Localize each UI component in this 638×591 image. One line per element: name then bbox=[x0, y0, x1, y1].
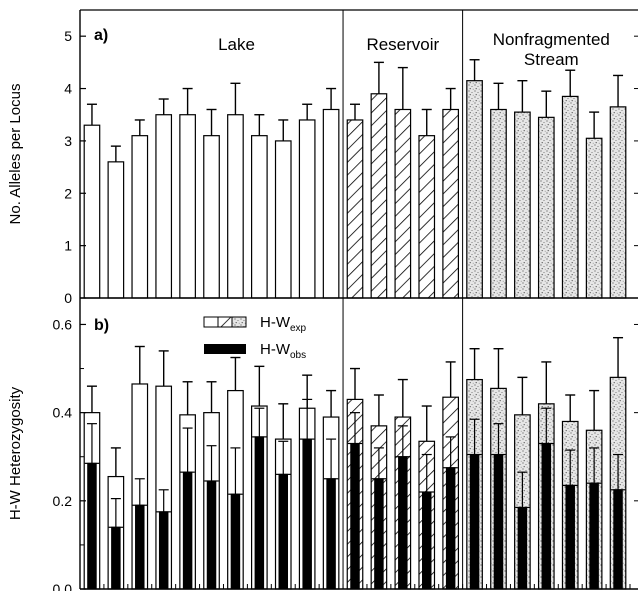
group-label-lake: Lake bbox=[218, 35, 255, 54]
alleles-bar bbox=[537, 116, 555, 299]
alleles-bar bbox=[394, 108, 412, 299]
alleles-bar bbox=[514, 111, 531, 299]
het-obs-bar bbox=[182, 471, 193, 590]
alleles-bar bbox=[83, 124, 101, 299]
y-tick-label-b: 0.6 bbox=[53, 316, 73, 332]
het-obs-bar bbox=[469, 454, 480, 590]
het-obs-bar bbox=[158, 511, 169, 590]
legend: H-Wexp H-Wobs bbox=[203, 314, 307, 361]
legend-swatch-solid bbox=[204, 344, 246, 354]
alleles-bar bbox=[466, 80, 483, 299]
y-tick-label-a: 1 bbox=[64, 238, 72, 254]
panel-tag-b: b) bbox=[94, 317, 109, 334]
het-obs-bar bbox=[87, 462, 97, 590]
group-label-reservoir: Reservoir bbox=[366, 35, 439, 54]
y-tick-label-a: 5 bbox=[64, 28, 72, 44]
het-obs-bar bbox=[589, 482, 599, 590]
alleles-bar bbox=[346, 119, 364, 299]
alleles-bar bbox=[203, 135, 220, 299]
alleles-bar bbox=[179, 114, 196, 299]
y-tick-label-b: 0.4 bbox=[53, 405, 73, 421]
het-obs-bar bbox=[254, 436, 265, 590]
alleles-bar bbox=[609, 106, 627, 299]
legend-swatch-hatched bbox=[217, 316, 233, 328]
het-obs-bar bbox=[350, 443, 360, 590]
het-obs-bar bbox=[111, 526, 121, 590]
alleles-bar bbox=[131, 135, 149, 299]
alleles-bar bbox=[370, 93, 388, 299]
het-obs-bar bbox=[230, 493, 241, 590]
alleles-bar bbox=[442, 108, 460, 299]
y-tick-label-a: 2 bbox=[64, 185, 72, 201]
alleles-bar bbox=[322, 108, 340, 299]
het-obs-bar bbox=[278, 473, 289, 590]
het-obs-bar bbox=[135, 504, 145, 590]
y-axis-title-b: H-W Heterozygosity bbox=[7, 386, 24, 520]
het-obs-bar bbox=[517, 506, 528, 590]
het-obs-bar bbox=[302, 438, 312, 590]
het-obs-bar bbox=[493, 454, 504, 590]
legend-swatch-open bbox=[203, 316, 219, 328]
alleles-bar bbox=[274, 140, 292, 299]
alleles-bar bbox=[561, 95, 579, 299]
het-obs-bar bbox=[541, 443, 552, 590]
y-axis-title-a: No. Alleles per Locus bbox=[7, 84, 24, 225]
y-tick-label-a: 0 bbox=[64, 290, 72, 306]
het-obs-bar bbox=[565, 484, 575, 590]
het-obs-bar bbox=[206, 480, 217, 590]
alleles-bar bbox=[585, 137, 603, 299]
het-obs-bar bbox=[613, 489, 623, 590]
alleles-bar bbox=[250, 135, 268, 299]
panel-a-alleles-per-locus: 0 1 2 3 4 5 No. Alleles per Locus a) Lake Reservo… bbox=[7, 10, 638, 589]
alleles-bar bbox=[418, 135, 436, 299]
alleles-bar bbox=[227, 114, 244, 299]
het-obs-bar bbox=[445, 467, 456, 590]
group-label-stream-line: Stream bbox=[524, 50, 579, 69]
het-obs-bar bbox=[398, 456, 408, 590]
legend-swatch-stippled bbox=[231, 316, 247, 328]
group-label-stream-line: Nonfragmented bbox=[493, 30, 610, 49]
het-obs-bar bbox=[421, 491, 432, 590]
y-tick-label-b: 0.2 bbox=[53, 493, 73, 509]
y-tick-label-a: 3 bbox=[64, 133, 72, 149]
y-tick-label-a: 4 bbox=[64, 81, 72, 97]
het-obs-bar bbox=[374, 478, 384, 590]
alleles-bar bbox=[155, 114, 173, 299]
panel-tag-a: a) bbox=[94, 27, 108, 44]
legend-label-exp: H-Wexp bbox=[260, 314, 307, 334]
y-tick-label-b: 0.0 bbox=[53, 581, 73, 591]
legend-sub-exp: exp bbox=[290, 323, 307, 334]
legend-label-obs: H-Wobs bbox=[260, 341, 306, 361]
alleles-bar bbox=[490, 108, 507, 299]
legend-sub-obs: obs bbox=[290, 350, 306, 361]
het-obs-bar bbox=[326, 478, 336, 590]
alleles-bar bbox=[107, 161, 125, 299]
alleles-bar bbox=[298, 119, 316, 299]
